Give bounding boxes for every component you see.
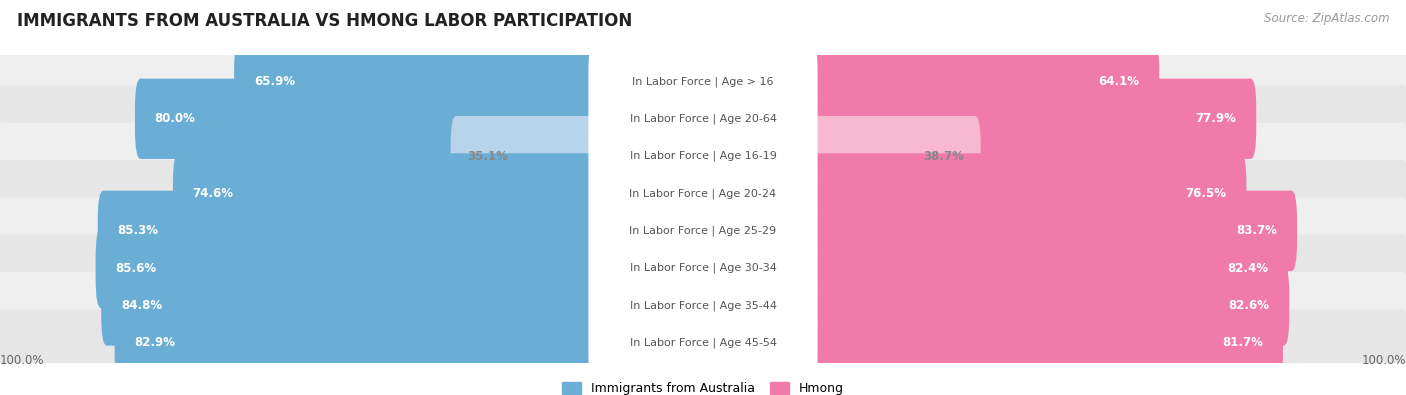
FancyBboxPatch shape [0,272,1406,339]
Text: 80.0%: 80.0% [155,112,195,125]
Text: IMMIGRANTS FROM AUSTRALIA VS HMONG LABOR PARTICIPATION: IMMIGRANTS FROM AUSTRALIA VS HMONG LABOR… [17,12,633,30]
FancyBboxPatch shape [135,79,599,159]
FancyBboxPatch shape [807,228,1288,308]
Text: Source: ZipAtlas.com: Source: ZipAtlas.com [1264,12,1389,25]
Text: 82.9%: 82.9% [134,337,176,349]
FancyBboxPatch shape [588,191,818,271]
FancyBboxPatch shape [0,85,1406,152]
Text: In Labor Force | Age 30-34: In Labor Force | Age 30-34 [630,263,776,273]
Text: 100.0%: 100.0% [0,354,45,367]
Text: 85.3%: 85.3% [117,224,159,237]
FancyBboxPatch shape [450,116,599,196]
FancyBboxPatch shape [807,265,1289,346]
FancyBboxPatch shape [173,153,599,233]
FancyBboxPatch shape [0,48,1406,115]
Text: 84.8%: 84.8% [121,299,162,312]
FancyBboxPatch shape [114,303,599,383]
FancyBboxPatch shape [588,41,818,122]
FancyBboxPatch shape [0,198,1406,264]
FancyBboxPatch shape [588,265,818,346]
Text: In Labor Force | Age 20-64: In Labor Force | Age 20-64 [630,113,776,124]
Text: 100.0%: 100.0% [1361,354,1406,367]
Text: 74.6%: 74.6% [193,187,233,200]
FancyBboxPatch shape [807,79,1257,159]
Text: 35.1%: 35.1% [467,150,508,163]
FancyBboxPatch shape [0,235,1406,302]
FancyBboxPatch shape [97,191,599,271]
Text: 64.1%: 64.1% [1098,75,1140,88]
FancyBboxPatch shape [807,153,1246,233]
FancyBboxPatch shape [96,228,599,308]
FancyBboxPatch shape [101,265,599,346]
Text: 77.9%: 77.9% [1195,112,1237,125]
FancyBboxPatch shape [233,41,599,122]
Text: 76.5%: 76.5% [1185,187,1227,200]
Text: 82.6%: 82.6% [1229,299,1270,312]
FancyBboxPatch shape [807,116,981,196]
Text: 82.4%: 82.4% [1227,261,1268,275]
Text: 85.6%: 85.6% [115,261,156,275]
FancyBboxPatch shape [588,228,818,308]
FancyBboxPatch shape [807,303,1282,383]
Text: In Labor Force | Age 45-54: In Labor Force | Age 45-54 [630,338,776,348]
FancyBboxPatch shape [0,160,1406,227]
Legend: Immigrants from Australia, Hmong: Immigrants from Australia, Hmong [557,377,849,395]
Text: In Labor Force | Age 20-24: In Labor Force | Age 20-24 [630,188,776,199]
FancyBboxPatch shape [807,41,1159,122]
Text: In Labor Force | Age 25-29: In Labor Force | Age 25-29 [630,226,776,236]
Text: 83.7%: 83.7% [1236,224,1278,237]
FancyBboxPatch shape [588,79,818,159]
FancyBboxPatch shape [0,309,1406,376]
Text: In Labor Force | Age 16-19: In Labor Force | Age 16-19 [630,151,776,162]
FancyBboxPatch shape [807,191,1296,271]
FancyBboxPatch shape [588,153,818,233]
FancyBboxPatch shape [588,303,818,383]
Text: 38.7%: 38.7% [924,150,965,163]
Text: 81.7%: 81.7% [1222,337,1264,349]
Text: In Labor Force | Age 35-44: In Labor Force | Age 35-44 [630,300,776,311]
FancyBboxPatch shape [0,123,1406,190]
Text: In Labor Force | Age > 16: In Labor Force | Age > 16 [633,76,773,87]
FancyBboxPatch shape [588,116,818,196]
Text: 65.9%: 65.9% [253,75,295,88]
